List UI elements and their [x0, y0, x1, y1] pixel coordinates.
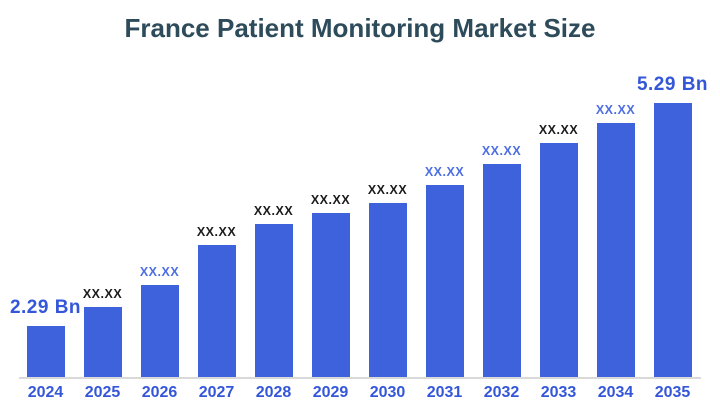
bar-group-2032: XX.XX — [473, 60, 530, 377]
bar-2027 — [197, 245, 236, 377]
bar-2033 — [539, 143, 578, 377]
bar-group-2033: XX.XX — [530, 60, 587, 377]
bar-value-label: 2.29 Bn — [9, 297, 82, 318]
x-axis-label-2025: 2025 — [84, 384, 121, 401]
x-axis-label-2034: 2034 — [597, 384, 634, 401]
bar-group-2031: XX.XX — [416, 60, 473, 377]
x-axis-label-2035: 2035 — [654, 384, 691, 401]
bar-value-label: XX.XX — [139, 264, 180, 279]
bar-value-label: XX.XX — [367, 182, 408, 197]
x-axis-label-2024: 2024 — [27, 384, 64, 401]
bar-value-label: XX.XX — [538, 122, 579, 137]
plot-area: 2.29 Bn XX.XX XX.XX XX.XX XX.XX XX.XX XX.XX XX.… — [10, 60, 708, 377]
bar-value-label: XX.XX — [196, 224, 237, 239]
bar-group-2027: XX.XX — [188, 60, 245, 377]
bar-2025 — [83, 307, 122, 377]
x-axis-label-2031: 2031 — [426, 384, 463, 401]
bar-2032 — [482, 164, 521, 377]
x-axis-line — [19, 377, 701, 379]
bar-2035 — [653, 103, 692, 377]
bar-2030 — [368, 203, 407, 377]
bar-group-2028: XX.XX — [245, 60, 302, 377]
bar-group-2026: XX.XX — [131, 60, 188, 377]
bar-2024 — [26, 326, 65, 377]
bar-value-label: 5.29 Bn — [636, 74, 709, 95]
bar-group-2034: XX.XX — [587, 60, 644, 377]
x-axis-label-2030: 2030 — [369, 384, 406, 401]
bar-2026 — [140, 285, 179, 377]
x-axis-labels: 2024 2025 2026 2027 2028 2029 2030 2031 2032 2033… — [17, 385, 701, 401]
x-axis-label-2029: 2029 — [312, 384, 349, 401]
bar-value-label: XX.XX — [481, 143, 522, 158]
x-axis-label-2028: 2028 — [255, 384, 292, 401]
bar-group-2024: 2.29 Bn — [10, 60, 81, 377]
bar-value-label: XX.XX — [310, 192, 351, 207]
bar-group-2030: XX.XX — [359, 60, 416, 377]
bar-2031 — [425, 185, 464, 377]
bar-2029 — [311, 213, 350, 377]
bar-group-2029: XX.XX — [302, 60, 359, 377]
bar-2034 — [596, 123, 635, 377]
bar-group-2035: 5.29 Bn — [637, 60, 708, 377]
bar-value-label: XX.XX — [424, 164, 465, 179]
x-axis-label-2027: 2027 — [198, 384, 235, 401]
bar-value-label: XX.XX — [253, 203, 294, 218]
x-axis-label-2033: 2033 — [540, 384, 577, 401]
bar-value-label: XX.XX — [82, 286, 123, 301]
bar-group-2025: XX.XX — [74, 60, 131, 377]
x-axis-label-2032: 2032 — [483, 384, 520, 401]
chart-title: France Patient Monitoring Market Size — [124, 13, 596, 43]
bar-2028 — [254, 224, 293, 377]
x-axis-label-2026: 2026 — [141, 384, 178, 401]
bar-value-label: XX.XX — [595, 102, 636, 117]
